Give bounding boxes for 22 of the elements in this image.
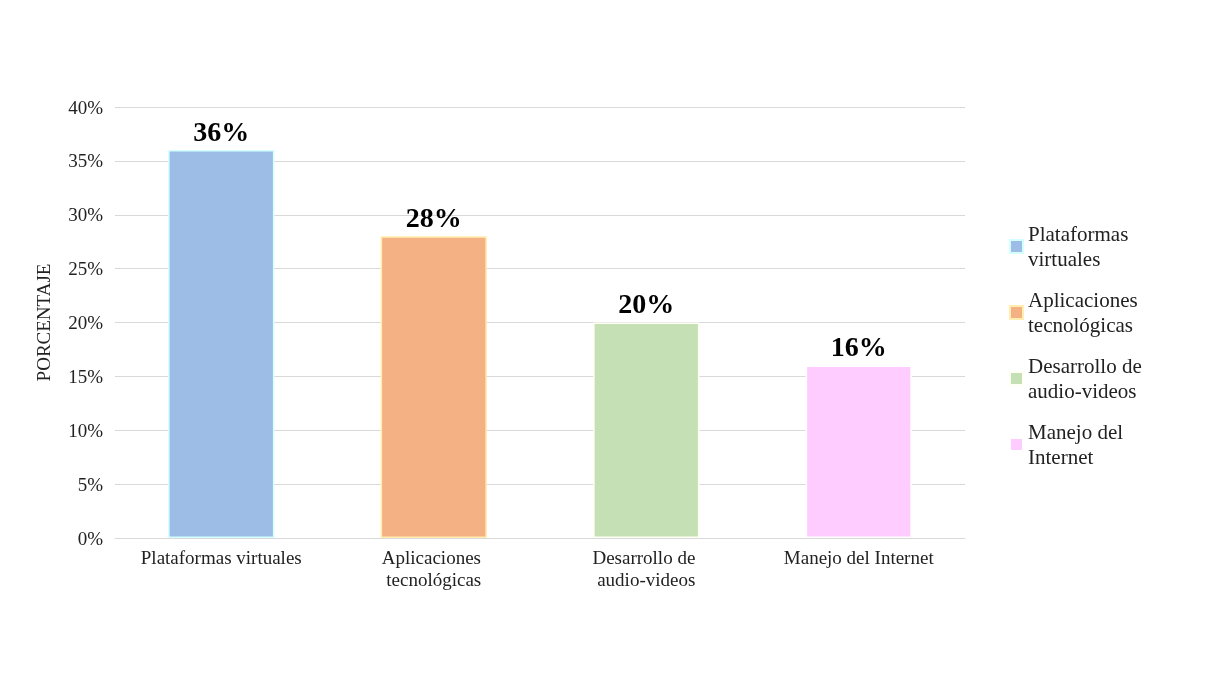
x-tick-label: Aplicaciones tecnológicas [381,546,486,590]
y-tick-label: 20% [68,312,104,333]
y-tick-label: 30% [68,204,104,226]
legend-label: Manejo del Internet [1028,420,1129,469]
y-tick-label: 35% [68,150,104,172]
y-tick-label: 25% [68,258,104,280]
y-tick-label: 40% [68,96,104,118]
y-axis-title: PORCENTAJE [33,263,54,382]
data-label: 20% [618,288,675,319]
x-tick-label: Desarrollo de audio-videos [592,546,701,590]
x-tick-label: Manejo del Internet [783,546,935,568]
legend-label: Plataformas virtuales [1028,222,1134,271]
data-label: 28% [405,201,462,233]
legend-label: Desarrollo de audio-videos [1028,354,1147,403]
data-label: 36% [193,115,250,147]
y-tick-label: 15% [68,365,104,387]
y-tick-label: 5% [77,473,104,495]
y-tick-label: 10% [68,419,104,441]
x-tick-label: Plataformas virtuales [140,546,302,568]
y-tick-label: 0% [77,527,104,549]
data-label: 16% [830,331,887,363]
legend-label: Aplicaciones tecnológicas [1028,288,1143,337]
